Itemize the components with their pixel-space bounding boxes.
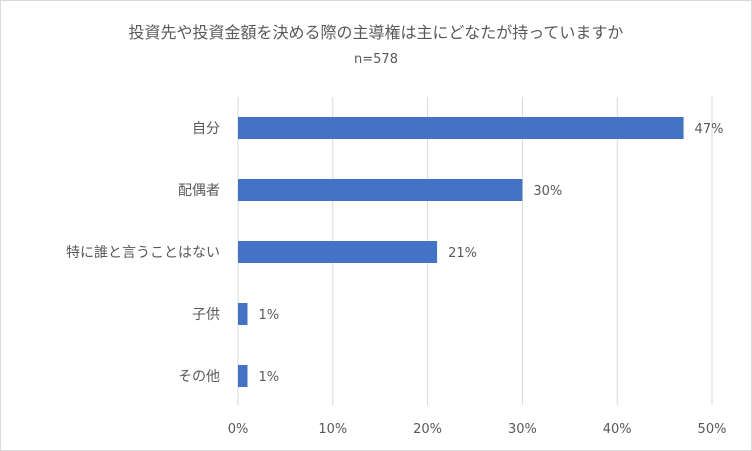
x-tick-label: 10% bbox=[318, 422, 347, 437]
category-label: 子供 bbox=[192, 307, 220, 323]
bar bbox=[238, 241, 438, 263]
x-tick-label: 0% bbox=[228, 422, 249, 437]
x-tick-label: 20% bbox=[413, 422, 442, 437]
data-label: 21% bbox=[448, 246, 477, 261]
chart-subtitle: n=578 bbox=[354, 52, 398, 67]
x-tick-label: 30% bbox=[508, 422, 537, 437]
data-label: 1% bbox=[258, 370, 279, 385]
category-label: その他 bbox=[178, 369, 220, 385]
data-label: 47% bbox=[695, 122, 724, 137]
bar bbox=[238, 117, 684, 139]
data-label: 30% bbox=[533, 184, 562, 199]
data-label: 1% bbox=[258, 308, 279, 323]
x-tick-label: 50% bbox=[698, 422, 727, 437]
category-label: 配偶者 bbox=[178, 183, 220, 199]
category-label: 自分 bbox=[192, 121, 220, 137]
bar bbox=[238, 365, 248, 387]
bar bbox=[238, 303, 248, 325]
category-label: 特に誰と言うことはない bbox=[66, 245, 220, 261]
x-tick-label: 40% bbox=[603, 422, 632, 437]
chart-title: 投資先や投資金額を決める際の主導権は主にどなたが持っていますか bbox=[128, 23, 624, 42]
bar bbox=[238, 179, 523, 201]
